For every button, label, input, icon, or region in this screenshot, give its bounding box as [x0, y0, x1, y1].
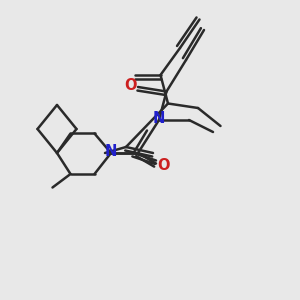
- Text: N: N: [105, 144, 117, 159]
- Text: O: O: [124, 78, 137, 93]
- Text: N: N: [153, 111, 165, 126]
- Text: O: O: [157, 158, 170, 172]
